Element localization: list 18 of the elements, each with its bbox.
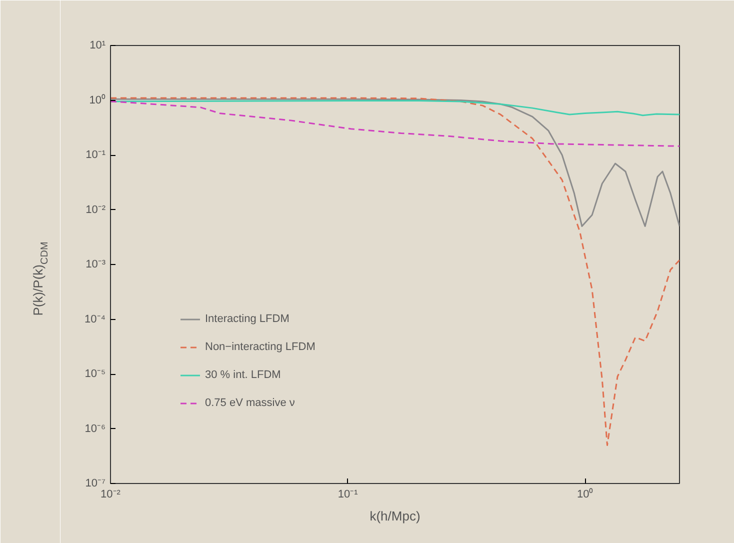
y-tick-label: 10⁻⁶ (84, 422, 106, 435)
y-tick-label: 10⁰ (89, 93, 106, 106)
x-axis-title: k(h/Mpc) (370, 508, 420, 524)
x-tick-label: 10⁰ (576, 488, 594, 500)
y-tick-label: 10⁻⁷ (85, 478, 106, 490)
y-tick-label: 10⁻² (86, 204, 106, 216)
x-tick-label: 10⁻² (100, 488, 121, 500)
legend-label: Non−interacting LFDM (205, 341, 316, 353)
x-tick-label: 10⁻¹ (338, 488, 358, 500)
legend-label: 30 % int. LFDM (205, 369, 281, 381)
y-tick-label: 10¹ (90, 40, 106, 52)
y-tick-label: 10⁻⁵ (84, 368, 106, 380)
y-axis-title: P(k)/P(k)CDM (30, 242, 50, 316)
y-tick-label: 10⁻³ (86, 258, 106, 270)
legend-label: 0.75 eV massive ν (205, 397, 295, 409)
legend-label: Interacting LFDM (205, 313, 290, 325)
y-tick-label: 10⁻⁴ (84, 313, 106, 326)
y-tick-label: 10⁻¹ (86, 149, 106, 161)
